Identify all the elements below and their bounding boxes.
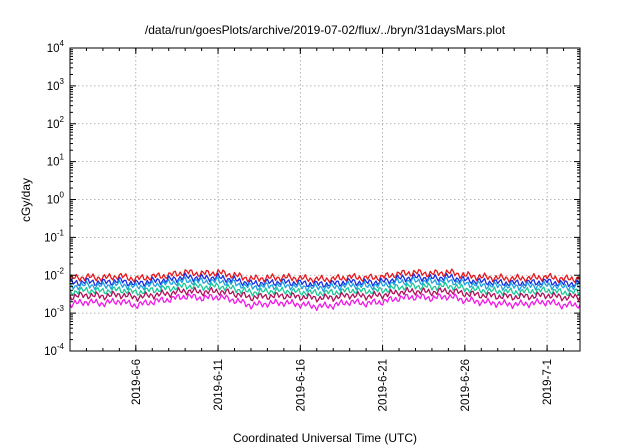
series-line-2 [69,272,581,288]
x-axis-label: Coordinated Universal Time (UTC) [233,431,417,445]
y-tick-label: 10-3 [44,304,64,320]
series-line-1 [69,268,581,284]
x-tick-label: 2019-7-1 [542,359,554,405]
y-tick-label: 101 [47,153,65,169]
x-tick-label: 2019-6-26 [460,359,472,411]
x-tick-label: 2019-6-11 [213,359,225,411]
x-tick-label: 2019-6-21 [378,359,390,411]
plot-frame [69,47,581,352]
series-layer [69,268,581,312]
y-tick-label: 10-2 [44,266,64,282]
series-line-4 [69,281,581,297]
series-line-3 [69,276,581,293]
y-tick-labels: 10-4 10-3 10-2 10-1 100 101 102 103 104 [44,39,64,358]
x-tick-label: 2019-6-16 [295,359,307,411]
x-tick-labels: 2019-6-6 2019-6-11 2019-6-16 2019-6-21 2019-… [131,359,554,411]
y-tick-label: 10-4 [44,342,64,358]
y-tick-label: 10-1 [44,228,64,244]
x-tick-label: 2019-6-6 [131,359,143,405]
y-axis-label: cGy/day [19,178,33,222]
series-line-6 [69,293,581,312]
y-tick-label: 104 [47,39,65,55]
series-line-5 [69,286,581,303]
y-tick-label: 100 [47,191,65,207]
chart-title: /data/run/goesPlots/archive/2019-07-02/f… [145,23,506,37]
y-tick-label: 103 [47,77,65,93]
grid [70,48,580,351]
y-tick-label: 102 [47,115,65,131]
